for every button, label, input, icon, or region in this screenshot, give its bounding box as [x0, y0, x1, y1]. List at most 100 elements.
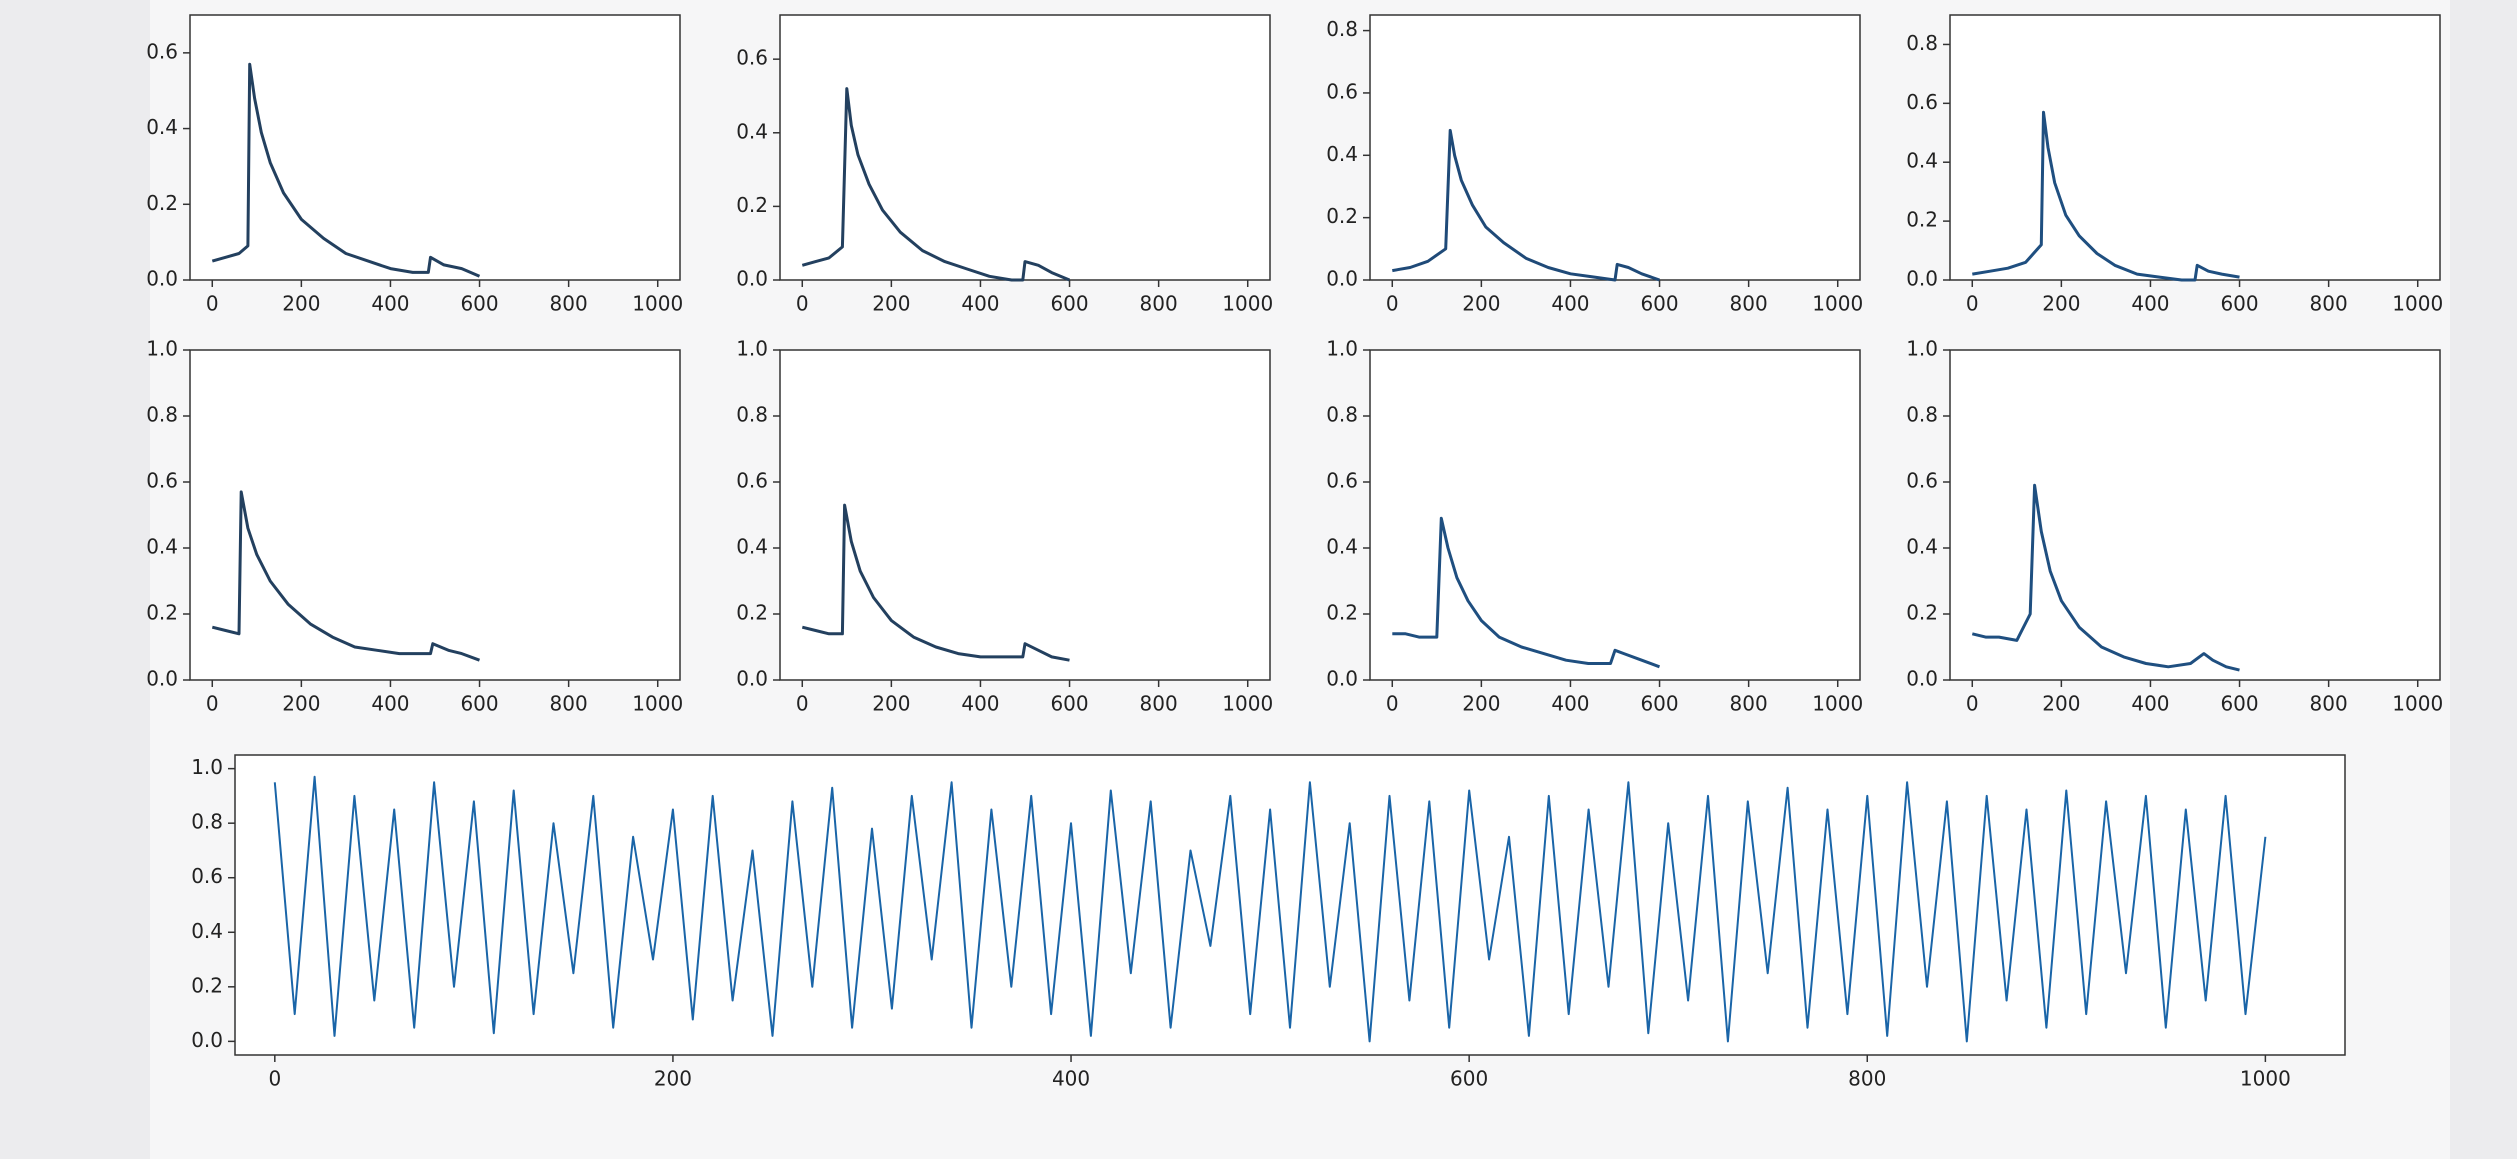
- axes: [1369, 349, 1861, 681]
- x-tick-label: 1000: [1222, 692, 1273, 716]
- x-tick-label: 800: [1730, 692, 1768, 716]
- y-tick-label: 0.0: [191, 1028, 223, 1052]
- x-tick-label: 1000: [2240, 1067, 2291, 1091]
- data-line: [1972, 110, 2240, 282]
- x-tick-label: 400: [371, 692, 409, 716]
- x-tick-label: 1000: [632, 292, 683, 316]
- data-line: [1971, 483, 2240, 672]
- x-tick-label: 1000: [2392, 292, 2443, 316]
- y-tick-label: 0.8: [1906, 403, 1938, 427]
- y-tick-label: 0.2: [191, 973, 223, 997]
- y-tick-label: 0.2: [146, 191, 178, 215]
- x-tick-label: 600: [1640, 692, 1678, 716]
- data-line: [801, 87, 1071, 282]
- y-tick-label: 0.8: [146, 403, 178, 427]
- y-tick-label: 1.0: [736, 337, 768, 361]
- y-tick-label: 0.0: [1906, 267, 1938, 291]
- x-tick-label: 400: [1052, 1067, 1090, 1091]
- y-tick-label: 1.0: [1326, 337, 1358, 361]
- y-tick-label: 0.4: [146, 115, 178, 139]
- y-tick-label: 0.4: [1326, 535, 1358, 559]
- y-tick-label: 0.8: [1326, 17, 1358, 41]
- x-tick-label: 0: [268, 1067, 281, 1091]
- x-tick-label: 600: [460, 292, 498, 316]
- x-tick-label: 200: [872, 692, 910, 716]
- axes: [1369, 14, 1861, 281]
- x-tick-label: 800: [1140, 292, 1178, 316]
- y-tick-label: 0.4: [1326, 142, 1358, 166]
- axes: [779, 14, 1271, 281]
- x-tick-label: 600: [2220, 692, 2258, 716]
- data-line: [1392, 516, 1661, 669]
- x-tick-label: 400: [2131, 292, 2169, 316]
- x-tick-label: 600: [1050, 292, 1088, 316]
- x-tick-label: 800: [550, 692, 588, 716]
- x-tick-label: 600: [1450, 1067, 1488, 1091]
- x-tick-label: 600: [2220, 292, 2258, 316]
- data-line: [211, 62, 481, 278]
- y-tick-label: 0.4: [736, 535, 768, 559]
- x-tick-label: 400: [1551, 692, 1589, 716]
- x-tick-label: 0: [206, 292, 219, 316]
- data-line: [211, 490, 481, 662]
- x-tick-label: 0: [796, 692, 809, 716]
- x-tick-label: 0: [1966, 292, 1979, 316]
- data-line: [273, 775, 2267, 1043]
- y-tick-label: 0.6: [146, 39, 178, 63]
- y-tick-label: 0.4: [191, 919, 223, 943]
- axes: [1949, 349, 2441, 681]
- y-tick-label: 0.0: [1326, 667, 1358, 691]
- x-tick-label: 800: [2310, 292, 2348, 316]
- y-tick-label: 0.8: [1906, 31, 1938, 55]
- y-tick-label: 0.0: [146, 267, 178, 291]
- y-tick-label: 0.6: [146, 469, 178, 493]
- x-tick-label: 600: [460, 692, 498, 716]
- y-tick-label: 0.2: [146, 601, 178, 625]
- x-tick-label: 800: [1140, 692, 1178, 716]
- y-tick-label: 1.0: [146, 337, 178, 361]
- y-tick-label: 0.8: [191, 810, 223, 834]
- x-tick-label: 200: [2042, 692, 2080, 716]
- x-tick-label: 800: [550, 292, 588, 316]
- axes: [189, 14, 681, 281]
- x-tick-label: 400: [961, 292, 999, 316]
- y-tick-label: 0.6: [1326, 79, 1358, 103]
- x-tick-label: 600: [1640, 292, 1678, 316]
- y-tick-label: 0.4: [736, 119, 768, 143]
- y-tick-label: 0.6: [1906, 90, 1938, 114]
- y-tick-label: 0.0: [736, 267, 768, 291]
- x-tick-label: 400: [2131, 692, 2169, 716]
- y-tick-label: 0.0: [1326, 267, 1358, 291]
- y-tick-label: 0.4: [1906, 149, 1938, 173]
- x-tick-label: 1000: [1812, 692, 1863, 716]
- x-tick-label: 1000: [632, 692, 683, 716]
- y-tick-label: 0.4: [146, 535, 178, 559]
- x-tick-label: 200: [654, 1067, 692, 1091]
- x-tick-label: 200: [2042, 292, 2080, 316]
- y-tick-label: 0.0: [146, 667, 178, 691]
- y-tick-label: 0.8: [1326, 403, 1358, 427]
- x-tick-label: 200: [1462, 292, 1500, 316]
- y-tick-label: 0.2: [1906, 208, 1938, 232]
- x-tick-label: 800: [2310, 692, 2348, 716]
- y-tick-label: 0.2: [736, 193, 768, 217]
- y-tick-label: 0.0: [736, 667, 768, 691]
- y-tick-label: 0.6: [736, 46, 768, 70]
- x-tick-label: 200: [872, 292, 910, 316]
- y-tick-label: 0.2: [1326, 204, 1358, 228]
- x-tick-label: 400: [961, 692, 999, 716]
- x-tick-label: 200: [1462, 692, 1500, 716]
- y-tick-label: 0.4: [1906, 535, 1938, 559]
- y-tick-label: 0.2: [1326, 601, 1358, 625]
- x-tick-label: 0: [1386, 692, 1399, 716]
- axes: [234, 754, 2346, 1056]
- axes: [189, 349, 681, 681]
- y-tick-label: 0.2: [1906, 601, 1938, 625]
- y-tick-label: 0.0: [1906, 667, 1938, 691]
- x-tick-label: 800: [1730, 292, 1768, 316]
- y-tick-label: 0.6: [1906, 469, 1938, 493]
- x-tick-label: 0: [1966, 692, 1979, 716]
- y-tick-label: 0.6: [191, 864, 223, 888]
